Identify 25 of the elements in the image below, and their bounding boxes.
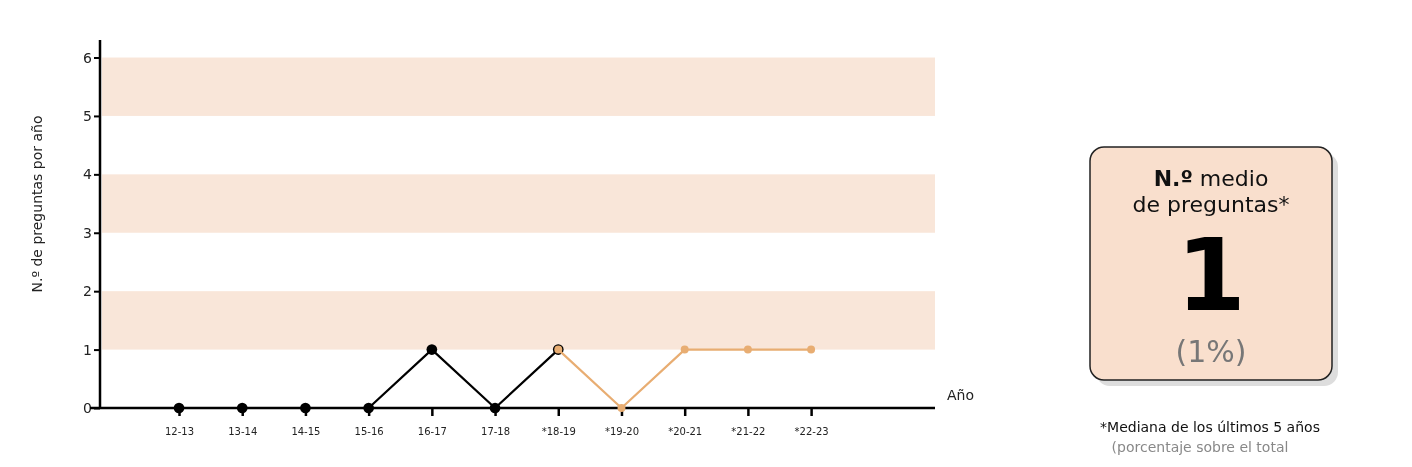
y-axis-title: N.º de preguntas por año	[29, 115, 45, 293]
text: (porcentaje sobre el total	[1111, 439, 1289, 455]
x-tick-label: 12-13	[164, 426, 195, 438]
x-tick-label: 14-15	[291, 426, 321, 438]
y-tick-label: 3	[83, 224, 92, 241]
text: N.º medio	[1153, 166, 1269, 191]
x-tick-label: 17-18	[481, 426, 511, 438]
y-tick-label: 1	[83, 341, 92, 358]
text: de preguntas*	[1132, 192, 1290, 217]
x-tick-label: 16-17	[417, 426, 447, 438]
x-tick-label: *22-23	[794, 426, 829, 438]
x-tick-label: *19-20	[604, 426, 640, 438]
text: Año	[947, 387, 975, 403]
x-tick-label: *21-22	[731, 426, 766, 438]
x-tick-label: *18-19	[541, 426, 576, 438]
y-tick-label: 5	[83, 107, 92, 124]
x-tick-label: 13-14	[228, 426, 258, 438]
text: 1	[1176, 217, 1246, 334]
y-tick-label: 6	[83, 49, 93, 66]
text: (1%)	[1175, 334, 1247, 369]
x-tick-label: *20-21	[668, 426, 703, 438]
text: *Mediana de los últimos 5 años	[1100, 419, 1320, 435]
x-tick-label: 15-16	[354, 426, 384, 438]
y-tick-label: 2	[83, 283, 92, 300]
y-tick-label: 4	[83, 166, 93, 183]
